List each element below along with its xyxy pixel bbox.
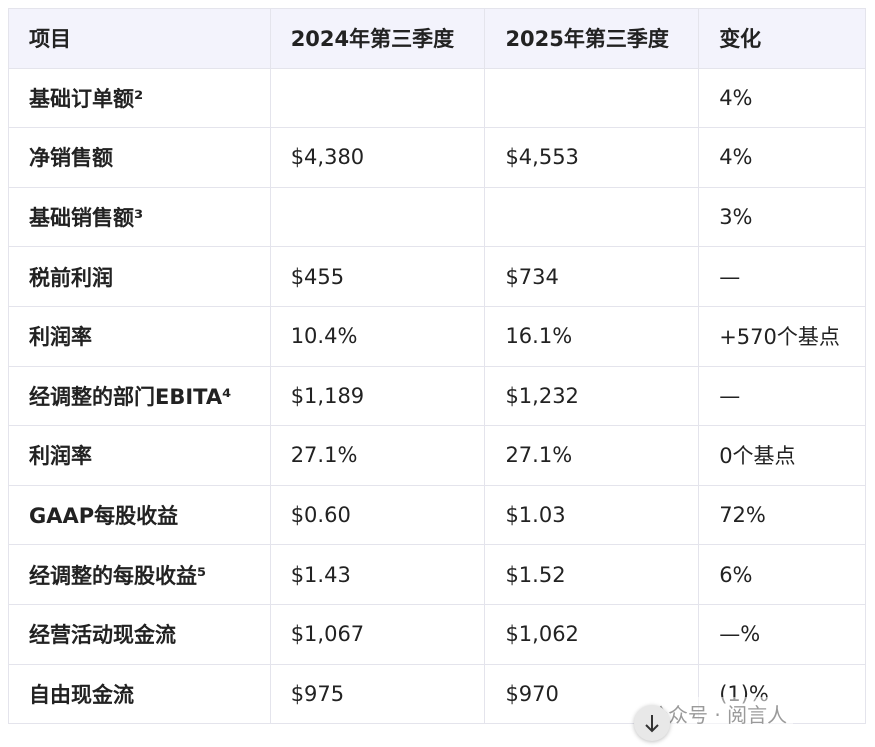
cell: — [698, 365, 866, 427]
table-row: 基础销售额³ 3% [8, 186, 866, 248]
row-label: 利润率 [8, 425, 271, 486]
cell: 16.1% [484, 305, 700, 367]
row-label: 基础销售额³ [8, 186, 271, 248]
table-row: 经调整的部门EBITA⁴ $1,189 $1,232— [8, 365, 866, 427]
cell [484, 67, 700, 129]
cell [269, 67, 486, 129]
table-body: 基础订单额² 4% 净销售额 $4,380 $4,553 4% 基础销售额³ 3% 税前利润 $4… [8, 67, 866, 725]
cell: 4% [698, 67, 866, 129]
header-cell: 项目 [8, 8, 271, 69]
cell: $1,189 [269, 365, 486, 427]
table-row: 经营活动现金流 $1,067 $1,062 —% [8, 603, 866, 665]
row-label: 净销售额 [8, 127, 271, 188]
cell: $4,380 [269, 127, 486, 188]
cell: $0.60 [269, 484, 486, 546]
cell: $1,232 [484, 365, 700, 427]
cell: 0个基点 [698, 425, 866, 486]
row-label: 利润率 [8, 305, 271, 367]
data-table: 项目 2024年第三季度 2025年第三季度 变化 基础订单额² 4% 净销售额 $4,38… [8, 8, 866, 725]
table-row: 税前利润 $455 $734— [8, 246, 866, 307]
cell: 10.4% [269, 305, 486, 367]
cell: $4,553 [484, 127, 700, 188]
cell: —% [698, 603, 866, 665]
arrow-icon [645, 715, 659, 733]
header-cell: 2025年第三季度 [484, 8, 700, 69]
cell: $1,062 [484, 603, 700, 665]
cell: +570个基点 [698, 305, 866, 367]
cell: 27.1% [484, 425, 700, 486]
cell: 4% [698, 127, 866, 188]
cell: 72% [698, 484, 866, 546]
scroll-down-button[interactable] [634, 705, 670, 741]
row-label: 基础订单额² [8, 67, 271, 129]
cell [484, 186, 700, 248]
cell: $1.52 [484, 544, 700, 605]
row-label: 自由现金流 [8, 663, 271, 725]
header-cell: 2024年第三季度 [269, 8, 486, 69]
row-label: GAAP每股收益 [8, 484, 271, 546]
row-label: 经调整的每股收益⁵ [8, 544, 271, 605]
header-cell: 变化 [698, 8, 866, 69]
cell: $455 [269, 246, 486, 307]
cell: $734 [484, 246, 700, 307]
row-label: 经营活动现金流 [8, 603, 271, 665]
header-row: 项目 2024年第三季度 2025年第三季度 变化 [8, 8, 866, 69]
cell: $1.03 [484, 484, 700, 546]
table-row: 利润率 10.4% 16.1% +570个基点 [8, 305, 866, 367]
table-row: GAAP每股收益 $0.60 $1.03 72% [8, 484, 866, 546]
table-row: 基础订单额² 4% [8, 67, 866, 129]
table-row: 净销售额 $4,380 $4,553 4% [8, 127, 866, 188]
cell: — [698, 246, 866, 307]
cell: 6% [698, 544, 866, 605]
row-label: 经调整的部门EBITA⁴ [8, 365, 271, 427]
cell [269, 186, 486, 248]
cell: 27.1% [269, 425, 486, 486]
table-row: 经调整的每股收益⁵ $1.43 $1.52 6% [8, 544, 866, 605]
cell: $1,067 [269, 603, 486, 665]
table-row: 利润率 27.1% 27.1% 0个基点 [8, 425, 866, 486]
cell: $975 [269, 663, 486, 725]
cell: $1.43 [269, 544, 486, 605]
cell: 3% [698, 186, 866, 248]
row-label: 税前利润 [8, 246, 271, 307]
